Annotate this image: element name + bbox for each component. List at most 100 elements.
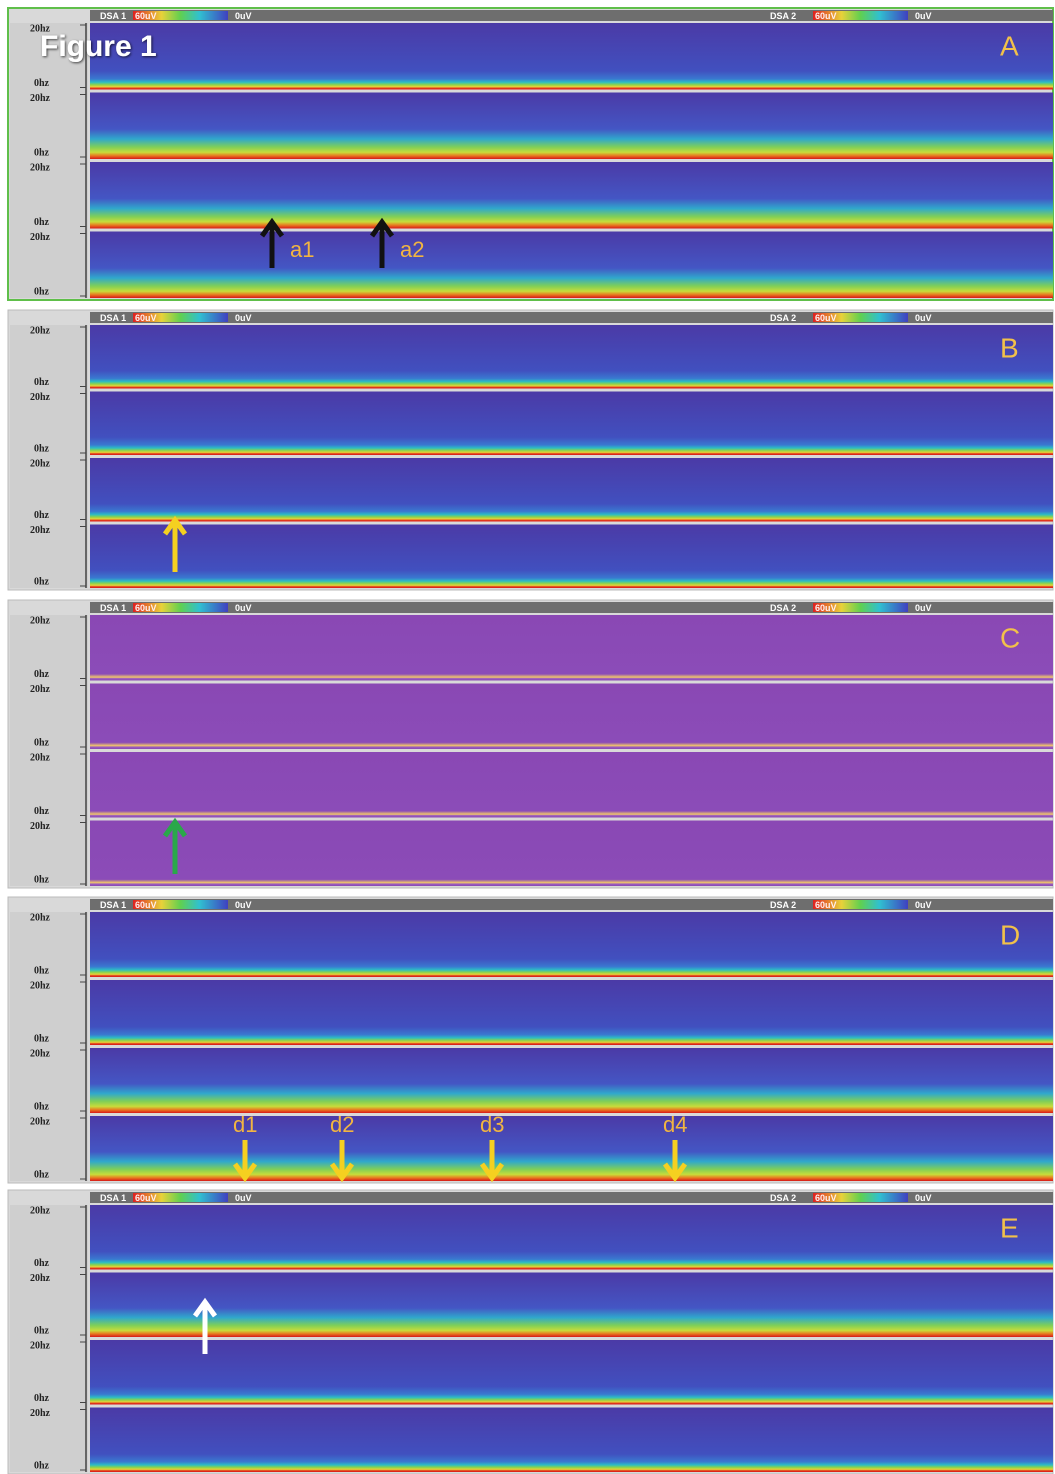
axis-label: 20hz <box>30 1340 51 1351</box>
header-label: 60uV <box>815 900 837 910</box>
axis-label: 20hz <box>30 912 51 923</box>
spectrogram <box>90 1408 1053 1473</box>
axis-label: 20hz <box>30 684 51 695</box>
panel-letter: D <box>1000 919 1020 950</box>
axis-column <box>10 1205 88 1472</box>
header-label: 60uV <box>815 1193 837 1203</box>
spectrogram <box>90 684 1053 750</box>
header-label: 0uV <box>915 603 932 613</box>
axis-label: 20hz <box>30 525 51 536</box>
axis-label: 20hz <box>30 1273 51 1284</box>
axis-label: 0hz <box>34 147 50 158</box>
axis-label: 0hz <box>34 874 50 885</box>
spectrogram <box>90 525 1053 589</box>
header-label: 0uV <box>235 603 252 613</box>
annotation-label: a1 <box>290 237 314 262</box>
header-label: DSA 1 <box>100 313 126 323</box>
panels: DSA 1 60uV 0uV DSA 2 60uV 0uV 20hz 0hz 20hz 0hz 20… <box>8 8 1053 1474</box>
axis-label: 20hz <box>30 615 51 626</box>
axis-label: 0hz <box>34 78 50 89</box>
axis-column <box>10 615 88 886</box>
annotation-label: d3 <box>480 1112 504 1137</box>
annotation-label: d2 <box>330 1112 354 1137</box>
axis-column <box>10 23 88 298</box>
annotation-label: d1 <box>233 1112 257 1137</box>
spectrogram <box>90 980 1053 1045</box>
header-label: 0uV <box>235 11 252 21</box>
axis-column <box>10 325 88 588</box>
axis-label: 0hz <box>34 1258 50 1269</box>
axis-label: 0hz <box>34 1033 50 1044</box>
header-label: 60uV <box>815 11 837 21</box>
panel-letter: B <box>1000 332 1019 363</box>
axis-label: 20hz <box>30 1205 51 1216</box>
header-label: 0uV <box>915 11 932 21</box>
spectrogram <box>90 821 1053 887</box>
spectrogram <box>90 325 1053 389</box>
axis-label: 20hz <box>30 162 51 173</box>
spectrogram <box>90 93 1053 160</box>
header-label: 60uV <box>135 603 157 613</box>
axis-label: 20hz <box>30 232 51 243</box>
axis-label: 20hz <box>30 93 51 104</box>
spectrogram <box>90 458 1053 522</box>
spectrogram <box>90 232 1053 299</box>
panel: DSA 1 60uV 0uV DSA 2 60uV 0uV 20hz 0hz 20hz 0hz 20… <box>8 1190 1053 1474</box>
header-label: 60uV <box>815 313 837 323</box>
axis-label: 0hz <box>34 510 50 521</box>
spectrogram <box>90 162 1053 229</box>
spectrogram <box>90 23 1053 90</box>
spectrogram <box>90 912 1053 977</box>
axis-label: 0hz <box>34 737 50 748</box>
figure: DSA 1 60uV 0uV DSA 2 60uV 0uV 20hz 0hz 20hz 0hz 20… <box>0 0 1055 1474</box>
axis-label: 0hz <box>34 806 50 817</box>
header-label: 0uV <box>915 1193 932 1203</box>
header-label: DSA 2 <box>770 11 796 21</box>
axis-label: 20hz <box>30 980 51 991</box>
panel-letter: E <box>1000 1212 1019 1243</box>
axis-label: 0hz <box>34 1393 50 1404</box>
header-label: DSA 2 <box>770 313 796 323</box>
axis-label: 20hz <box>30 1408 51 1419</box>
header-label: DSA 1 <box>100 1193 126 1203</box>
header-label: DSA 1 <box>100 603 126 613</box>
axis-label: 0hz <box>34 286 50 297</box>
axis-column <box>10 912 88 1181</box>
header-label: 0uV <box>915 313 932 323</box>
header-label: 60uV <box>135 1193 157 1203</box>
spectrogram <box>90 615 1053 681</box>
header-label: DSA 1 <box>100 11 126 21</box>
spectrogram <box>90 1273 1053 1338</box>
axis-label: 0hz <box>34 1325 50 1336</box>
axis-label: 0hz <box>34 669 50 680</box>
figure-title: Figure 1 <box>40 30 157 63</box>
panel-letter: A <box>1000 30 1019 61</box>
header-label: DSA 2 <box>770 900 796 910</box>
panel: DSA 1 60uV 0uV DSA 2 60uV 0uV 20hz 0hz 20hz 0hz 20… <box>8 310 1053 590</box>
header-label: 60uV <box>135 900 157 910</box>
axis-label: 20hz <box>30 458 51 469</box>
axis-label: 20hz <box>30 325 51 336</box>
header-label: 0uV <box>235 1193 252 1203</box>
header-label: 0uV <box>235 900 252 910</box>
axis-label: 0hz <box>34 217 50 228</box>
spectrogram <box>90 1048 1053 1113</box>
header-label: 60uV <box>815 603 837 613</box>
axis-label: 20hz <box>30 821 51 832</box>
header-label: DSA 1 <box>100 900 126 910</box>
header-label: 0uV <box>235 313 252 323</box>
header-label: 60uV <box>135 313 157 323</box>
axis-label: 0hz <box>34 1101 50 1112</box>
axis-label: 20hz <box>30 752 51 763</box>
axis-label: 0hz <box>34 443 50 454</box>
spectrogram <box>90 392 1053 456</box>
axis-label: 0hz <box>34 1460 50 1471</box>
spectrogram <box>90 1205 1053 1270</box>
spectrogram <box>90 1340 1053 1405</box>
header-label: DSA 2 <box>770 603 796 613</box>
header-label: DSA 2 <box>770 1193 796 1203</box>
panel-letter: C <box>1000 622 1020 653</box>
panel: DSA 1 60uV 0uV DSA 2 60uV 0uV 20hz 0hz 20hz 0hz 20… <box>8 600 1053 888</box>
